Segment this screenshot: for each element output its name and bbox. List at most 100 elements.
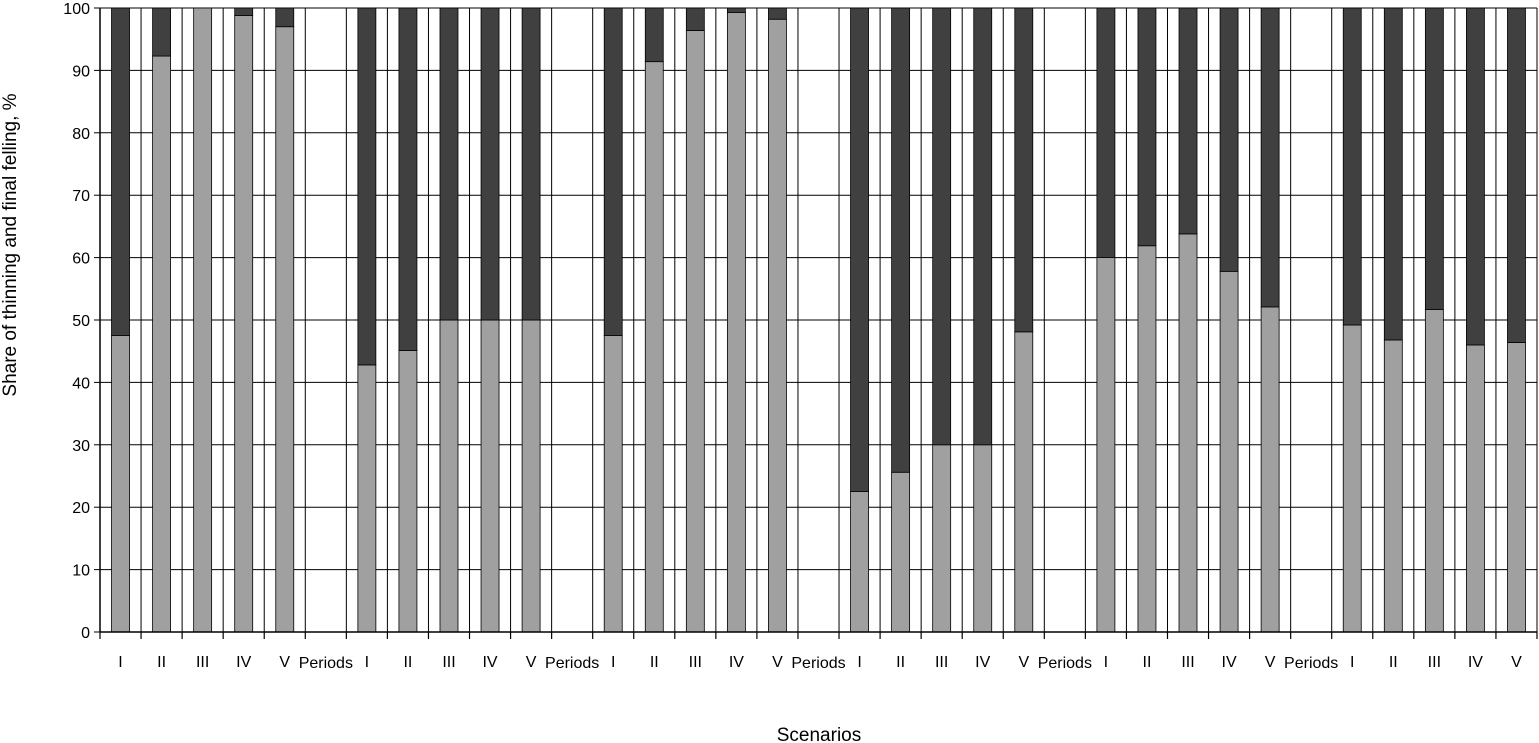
bar-segment-lower <box>603 335 623 633</box>
bar-segment-upper <box>891 7 911 473</box>
bar-segment-upper <box>1424 7 1444 310</box>
bar-segment-lower <box>644 61 664 633</box>
bar-segment-upper <box>439 7 459 321</box>
bar-segment-lower <box>850 491 869 633</box>
bar-segment-upper <box>1466 7 1485 346</box>
bar-segment-upper <box>1260 7 1280 308</box>
x-axis-title: Scenarios <box>777 725 862 743</box>
bar-segment-lower <box>685 30 705 633</box>
bar-segment-lower <box>439 319 459 633</box>
x-group-label: Periods <box>791 655 845 672</box>
y-tick-label: 50 <box>72 313 90 330</box>
bar-segment-lower <box>973 444 993 633</box>
bar-segment-upper <box>1137 7 1157 247</box>
x-tick-label: V <box>1511 654 1522 671</box>
y-tick-label: 30 <box>72 438 90 455</box>
x-tick-label: IV <box>236 654 251 671</box>
bar-segment-lower <box>521 319 541 633</box>
x-tick-label: II <box>896 654 905 671</box>
y-tick-label: 10 <box>72 563 90 580</box>
bar-segment-lower <box>1014 331 1034 633</box>
x-tick-label: V <box>279 654 290 671</box>
bar-segment-upper <box>932 7 952 446</box>
bar-segment-lower <box>1260 306 1280 633</box>
bar-segment-upper <box>603 7 623 337</box>
bar-segment-lower <box>1466 344 1485 633</box>
bar-segment-upper <box>234 7 254 16</box>
x-tick-label: II <box>1143 654 1152 671</box>
bar-segment-lower <box>726 11 746 633</box>
bar-segment-upper <box>480 7 500 321</box>
x-tick-label: V <box>526 654 537 671</box>
bar-segment-upper <box>398 7 418 351</box>
bar-segment-lower <box>398 350 418 633</box>
bar-segment-lower <box>1424 308 1444 633</box>
bar-segment-lower <box>357 364 377 633</box>
gridlines <box>99 7 1538 633</box>
x-tick-label: I <box>365 654 369 671</box>
x-group-label: Periods <box>299 655 353 672</box>
bar-segment-upper <box>275 7 295 28</box>
bar-segment-upper <box>1219 7 1239 272</box>
bar-segment-lower <box>1219 270 1239 633</box>
x-group-label: Periods <box>545 655 599 672</box>
bar-segment-upper <box>1178 7 1198 235</box>
bar-segment-lower <box>1383 339 1403 633</box>
x-tick-label: IV <box>1468 654 1483 671</box>
x-tick-label: IV <box>975 654 990 671</box>
bar-segment-lower <box>152 55 171 633</box>
x-tick-label: I <box>857 654 861 671</box>
y-axis-title: Share of thinning and final felling, % <box>0 93 21 396</box>
bar-segment-lower <box>1178 233 1198 633</box>
x-tick-label: III <box>1181 654 1194 671</box>
x-tick-label: V <box>1018 654 1029 671</box>
axes <box>94 7 1538 639</box>
bar-segment-upper <box>1014 7 1034 333</box>
x-tick-label: IV <box>729 654 744 671</box>
bar-segment-upper <box>644 7 664 63</box>
y-tick-label: 80 <box>72 126 90 143</box>
bar-segment-upper <box>726 7 746 13</box>
x-group-label: Periods <box>1038 655 1092 672</box>
x-tick-label: I <box>611 654 615 671</box>
bar-segment-upper <box>1383 7 1403 341</box>
bar-segment-upper <box>973 7 993 446</box>
x-group-label: Periods <box>1284 655 1338 672</box>
bar-segment-lower <box>234 15 254 633</box>
bar-segment-upper <box>1096 7 1116 259</box>
bar-segment-lower <box>768 18 787 633</box>
bar-segment-lower <box>1096 257 1116 633</box>
bar-segment-lower <box>1137 245 1157 633</box>
bar-segment-lower <box>111 335 130 633</box>
y-tick-label: 20 <box>72 500 90 517</box>
bar-segment-upper <box>521 7 541 321</box>
y-tick-label: 90 <box>72 63 90 80</box>
x-tick-label: IV <box>482 654 497 671</box>
x-tick-label: V <box>1265 654 1276 671</box>
x-tick-label: II <box>157 654 166 671</box>
y-tick-label: 70 <box>72 188 90 205</box>
bar-segment-upper <box>1342 7 1362 326</box>
bar-segment-upper <box>850 7 869 493</box>
bar-segment-lower <box>480 319 500 633</box>
y-tick-label: 60 <box>72 251 90 268</box>
y-tick-label: 0 <box>81 625 90 642</box>
bars <box>111 7 1526 633</box>
bar-segment-upper <box>111 7 130 337</box>
x-tick-label: I <box>1350 654 1354 671</box>
x-tick-label: II <box>1389 654 1398 671</box>
y-tick-label: 40 <box>72 375 90 392</box>
bar-segment-upper <box>1507 7 1526 343</box>
bar-segment-lower <box>891 471 911 633</box>
bar-segment-lower <box>932 444 952 633</box>
x-tick-label: II <box>403 654 412 671</box>
bar-segment-lower <box>1342 324 1362 633</box>
x-tick-label: III <box>196 654 209 671</box>
x-tick-label: III <box>442 654 455 671</box>
x-tick-label: I <box>1104 654 1108 671</box>
bar-segment-upper <box>685 7 705 31</box>
x-tick-label: IV <box>1222 654 1237 671</box>
